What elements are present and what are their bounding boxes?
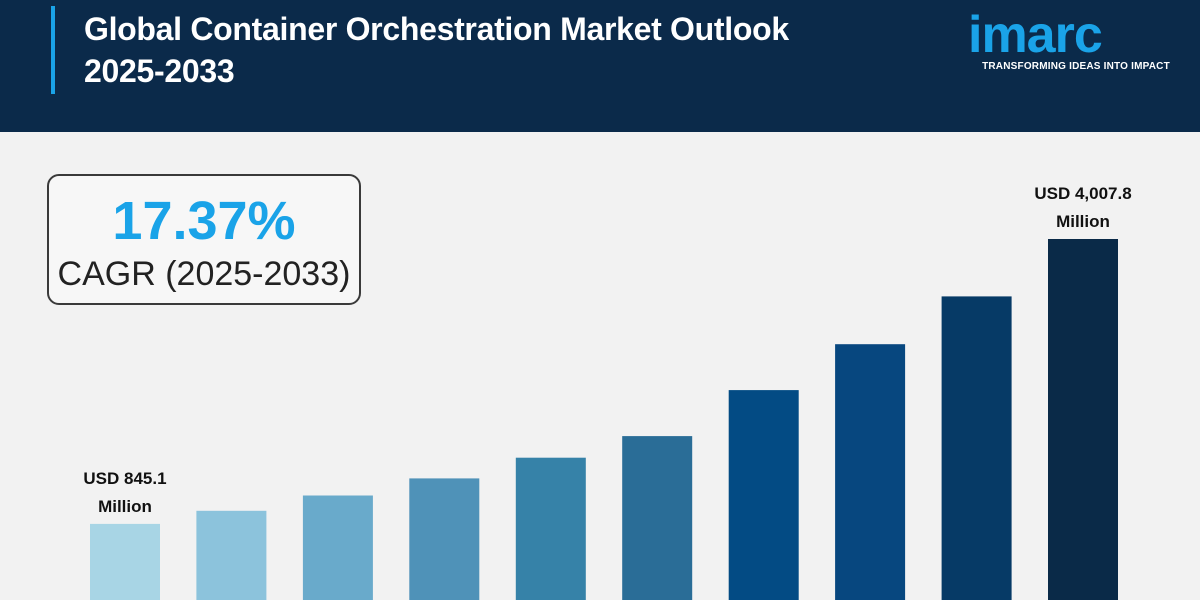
cagr-value: 17.37% (112, 191, 296, 251)
logo-wordmark: imarc (968, 6, 1102, 64)
bar-2034 (1048, 239, 1118, 600)
data-label-2034-line-2: Million (1056, 212, 1110, 231)
cagr-label: CAGR (2025-2033) (57, 255, 351, 293)
cagr-callout: 17.37% CAGR (2025-2033) (47, 174, 361, 305)
page-title: Global Container Orchestration Market Ou… (84, 11, 789, 89)
bar-2028 (409, 478, 480, 600)
data-label-2034-line-1: USD 4,007.8 (1034, 184, 1131, 203)
data-label-2025-line-2: Million (98, 497, 152, 516)
bar-2026 (196, 510, 267, 600)
logo-tagline: TRANSFORMING IDEAS INTO IMPACT (982, 61, 1170, 72)
bar-2029 (515, 457, 586, 600)
bar-2027 (302, 495, 373, 600)
bar-2025 (90, 523, 160, 600)
bar-2031 (728, 390, 799, 600)
bar-2032 (835, 344, 906, 600)
bar-2033 (941, 296, 1012, 600)
data-label-2025-line-1: USD 845.1 (83, 469, 166, 488)
imarc-logo: imarc (968, 6, 1103, 64)
header-accent-bar (51, 6, 55, 94)
bar-2030 (622, 436, 693, 600)
header-banner: Global Container Orchestration Market Ou… (0, 0, 1200, 132)
